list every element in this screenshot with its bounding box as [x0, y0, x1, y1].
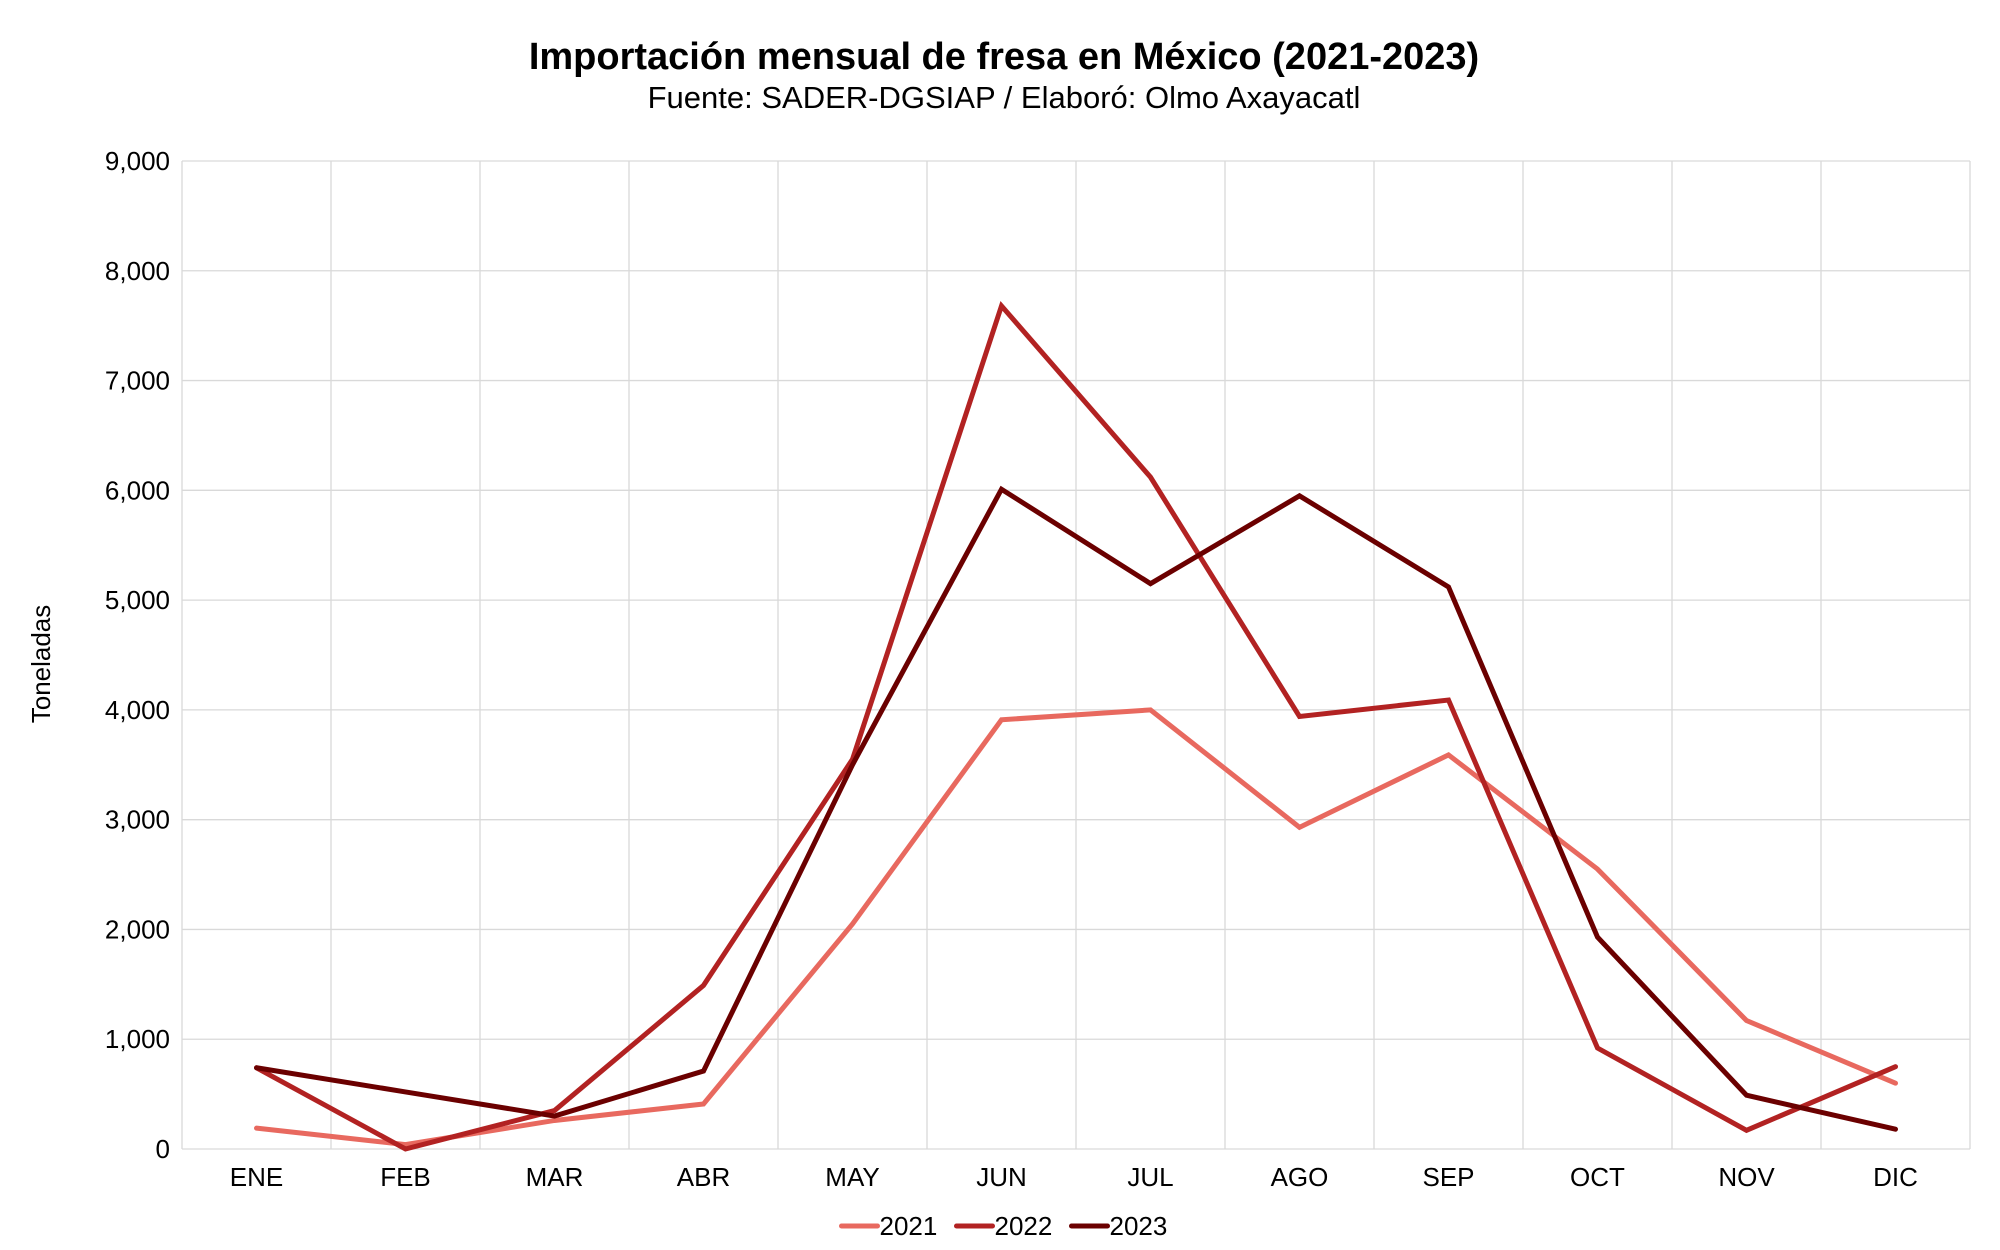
- x-tick-label: ENE: [230, 1162, 283, 1192]
- y-tick-label: 9,000: [105, 146, 170, 176]
- x-tick-label: AGO: [1271, 1162, 1329, 1192]
- x-tick-label: JUN: [976, 1162, 1027, 1192]
- y-tick-label: 3,000: [105, 805, 170, 835]
- y-tick-label: 1,000: [105, 1024, 170, 1054]
- chart-title: Importación mensual de fresa en México (…: [529, 36, 1479, 78]
- series-line-2021: [254, 707, 1898, 1148]
- legend-label-2022: 2022: [995, 1211, 1053, 1241]
- x-tick-label: DIC: [1873, 1162, 1918, 1192]
- series-line-2022: [254, 300, 1898, 1152]
- y-tick-label: 4,000: [105, 695, 170, 725]
- y-tick-label: 6,000: [105, 475, 170, 505]
- legend-label-2021: 2021: [880, 1211, 938, 1241]
- x-tick-label: FEB: [380, 1162, 431, 1192]
- x-tick-label: OCT: [1570, 1162, 1625, 1192]
- chart-subtitle: Fuente: SADER-DGSIAP / Elaboró: Olmo Axa…: [648, 80, 1361, 115]
- x-tick-label: MAR: [526, 1162, 584, 1192]
- y-tick-label: 2,000: [105, 914, 170, 944]
- x-tick-label: ABR: [677, 1162, 730, 1192]
- y-tick-label: 8,000: [105, 256, 170, 286]
- x-tick-label: SEP: [1422, 1162, 1474, 1192]
- x-tick-label: JUL: [1127, 1162, 1173, 1192]
- y-tick-label: 7,000: [105, 366, 170, 396]
- x-tick-label: MAY: [825, 1162, 879, 1192]
- y-axis-label: Toneladas: [26, 605, 56, 724]
- x-tick-label: NOV: [1718, 1162, 1775, 1192]
- series-line-2023: [254, 485, 1898, 1132]
- y-tick-label: 0: [156, 1134, 170, 1164]
- y-tick-label: 5,000: [105, 585, 170, 615]
- legend-label-2023: 2023: [1110, 1211, 1168, 1241]
